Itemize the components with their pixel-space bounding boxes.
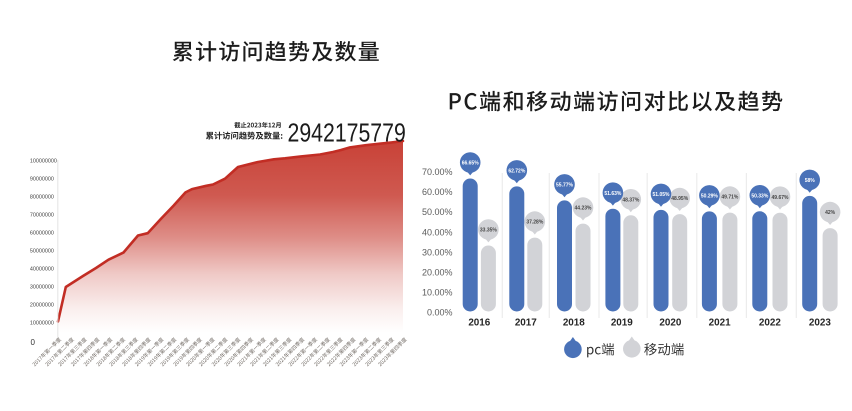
svg-text:70000000: 70000000 [30, 213, 54, 219]
svg-text:2021: 2021 [709, 318, 731, 329]
svg-text:2023: 2023 [809, 318, 831, 329]
svg-text:90000000: 90000000 [30, 177, 54, 183]
svg-text:30.00%: 30.00% [422, 247, 453, 257]
svg-text:49.71%: 49.71% [721, 195, 739, 201]
svg-text:62.72%: 62.72% [508, 169, 526, 175]
svg-text:51.63%: 51.63% [604, 191, 622, 197]
svg-text:50.33%: 50.33% [751, 193, 769, 199]
svg-text:66.65%: 66.65% [462, 161, 480, 167]
svg-text:37.28%: 37.28% [526, 220, 544, 226]
svg-text:55.77%: 55.77% [556, 183, 574, 189]
svg-text:100000000: 100000000 [30, 159, 57, 165]
svg-text:50.00%: 50.00% [422, 207, 453, 217]
svg-text:60.00%: 60.00% [422, 187, 453, 197]
svg-text:0.00%: 0.00% [427, 308, 453, 318]
svg-text:58%: 58% [805, 178, 816, 184]
svg-text:30000000: 30000000 [30, 285, 54, 291]
svg-text:20.00%: 20.00% [422, 268, 453, 278]
svg-text:70.00%: 70.00% [422, 167, 453, 177]
svg-text:33.35%: 33.35% [480, 228, 498, 234]
svg-text:60000000: 60000000 [30, 231, 54, 237]
svg-text:2017: 2017 [515, 318, 537, 329]
svg-text:0: 0 [31, 338, 36, 347]
svg-text:2020: 2020 [659, 318, 681, 329]
svg-text:80000000: 80000000 [30, 195, 54, 201]
svg-text:2942175779: 2942175779 [288, 118, 406, 148]
svg-text:2022: 2022 [759, 318, 781, 329]
svg-text:2019: 2019 [611, 318, 633, 329]
svg-text:10.00%: 10.00% [422, 288, 453, 298]
svg-text:44.23%: 44.23% [575, 206, 593, 212]
svg-text:40000000: 40000000 [30, 267, 54, 273]
svg-text:48.37%: 48.37% [622, 197, 640, 203]
svg-text:48.95%: 48.95% [671, 196, 689, 202]
svg-text:51.05%: 51.05% [653, 192, 671, 198]
svg-text:50000000: 50000000 [30, 249, 54, 255]
svg-text:40.00%: 40.00% [422, 227, 453, 237]
svg-text:2018: 2018 [563, 318, 585, 329]
svg-text:42%: 42% [825, 210, 836, 216]
svg-text:10000000: 10000000 [30, 321, 54, 327]
svg-text:50.29%: 50.29% [701, 194, 719, 200]
svg-text:20000000: 20000000 [30, 303, 54, 309]
svg-text:2016: 2016 [468, 318, 490, 329]
svg-text:49.67%: 49.67% [772, 195, 790, 201]
